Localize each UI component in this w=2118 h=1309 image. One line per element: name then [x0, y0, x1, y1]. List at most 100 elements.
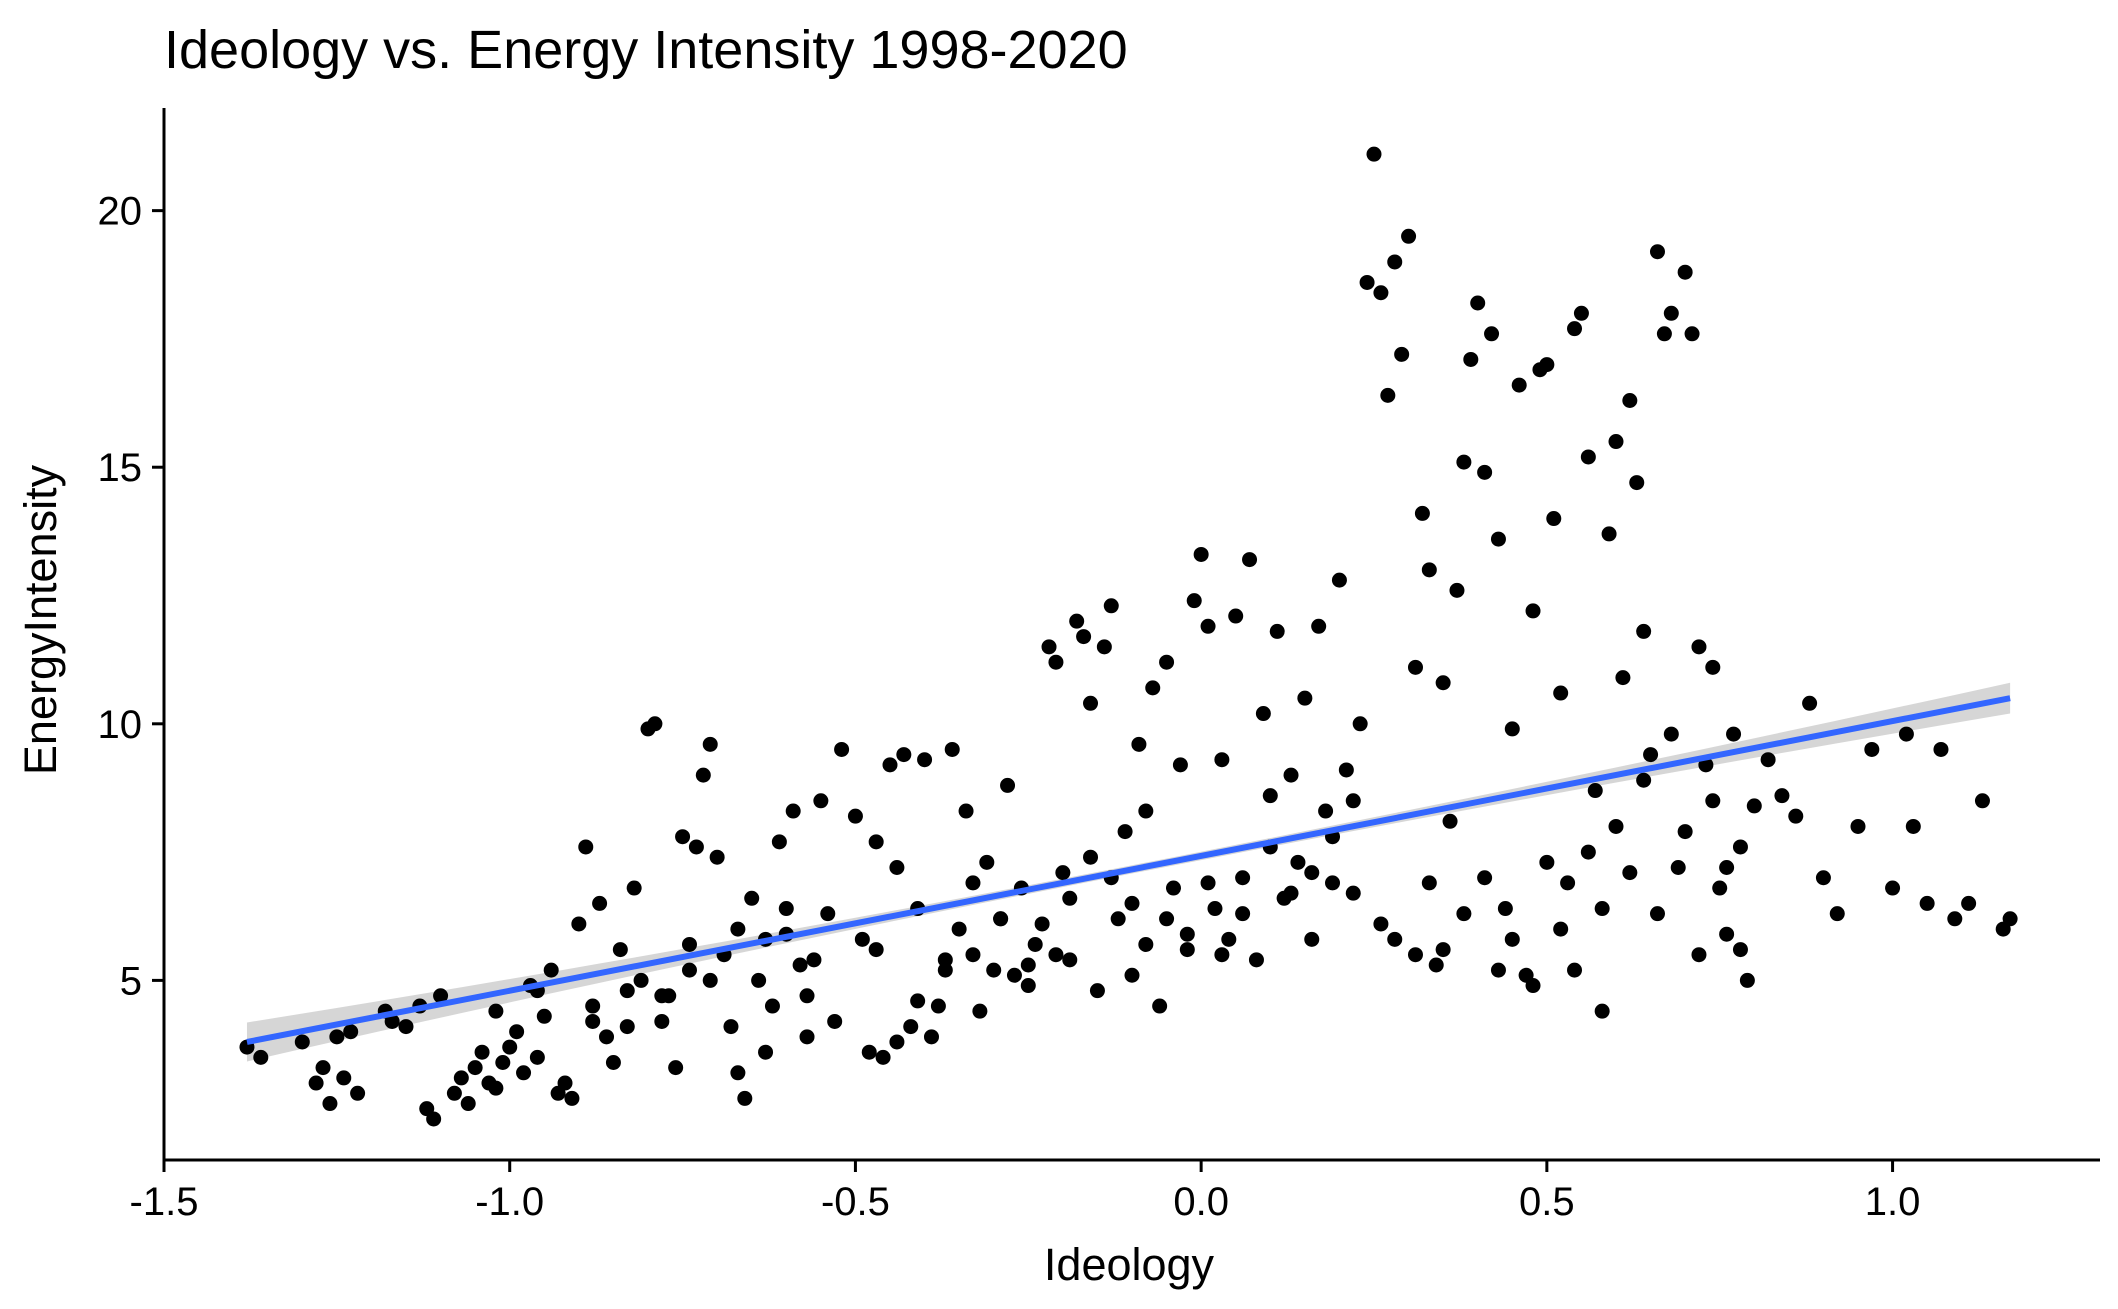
data-point	[433, 988, 449, 1004]
trend-line	[246, 695, 2011, 1045]
data-point	[1020, 957, 1036, 973]
data-point	[557, 1075, 573, 1091]
data-point	[1663, 726, 1679, 742]
data-point	[253, 1049, 269, 1065]
data-point	[605, 1054, 621, 1070]
data-point	[799, 1029, 815, 1045]
y-tick-label: 15	[98, 446, 143, 490]
data-point	[758, 1044, 774, 1060]
data-point	[1539, 357, 1555, 373]
data-point	[647, 716, 663, 732]
trend-line-layer	[246, 695, 2011, 1045]
data-point	[495, 1054, 511, 1070]
data-point	[446, 1085, 462, 1101]
data-point	[1470, 295, 1486, 311]
data-point	[1138, 936, 1154, 952]
data-point	[875, 1049, 891, 1065]
data-point	[1428, 957, 1444, 973]
data-point	[1283, 767, 1299, 783]
data-point	[896, 747, 912, 763]
data-point	[1248, 952, 1264, 968]
data-point	[1297, 690, 1313, 706]
data-point	[1719, 926, 1735, 942]
data-point	[1034, 916, 1050, 932]
data-point	[882, 757, 898, 773]
x-tick-label: 0.0	[1173, 1180, 1229, 1224]
data-point	[1345, 885, 1361, 901]
data-point	[426, 1111, 442, 1127]
data-point	[965, 947, 981, 963]
data-point	[1601, 526, 1617, 542]
data-point	[1193, 546, 1209, 562]
data-point	[633, 972, 649, 988]
data-point	[1283, 885, 1299, 901]
data-point	[993, 911, 1009, 927]
data-point	[1504, 721, 1520, 737]
data-point	[1255, 706, 1271, 722]
data-point	[294, 1034, 310, 1050]
data-point	[1366, 146, 1382, 162]
data-point	[1048, 654, 1064, 670]
data-point	[350, 1085, 366, 1101]
data-point	[1580, 844, 1596, 860]
data-point	[384, 1013, 400, 1029]
data-point	[1594, 1003, 1610, 1019]
data-point	[1373, 285, 1389, 301]
data-point	[1670, 859, 1686, 875]
data-point	[1449, 582, 1465, 598]
data-point	[889, 859, 905, 875]
data-point	[820, 906, 836, 922]
data-point	[1746, 798, 1762, 814]
data-point	[1885, 880, 1901, 896]
data-point	[937, 952, 953, 968]
data-point	[1677, 824, 1693, 840]
data-point	[536, 1008, 552, 1024]
data-point	[1325, 875, 1341, 891]
data-point	[343, 1024, 359, 1040]
data-point	[930, 998, 946, 1014]
data-point	[1974, 793, 1990, 809]
data-point	[744, 890, 760, 906]
data-point	[1165, 880, 1181, 896]
data-point	[1497, 901, 1513, 917]
data-point	[1608, 434, 1624, 450]
data-point	[585, 998, 601, 1014]
x-tick-label: 0.5	[1519, 1180, 1575, 1224]
axes-layer	[162, 108, 2100, 1162]
data-point	[737, 1090, 753, 1106]
data-point	[1200, 875, 1216, 891]
data-point	[1048, 947, 1064, 963]
chart-title: Ideology vs. Energy Intensity 1998-2020	[164, 20, 1128, 80]
data-point	[1553, 921, 1569, 937]
data-point	[1649, 244, 1665, 260]
data-point	[1705, 659, 1721, 675]
data-point	[730, 1065, 746, 1081]
data-point	[1864, 741, 1880, 757]
data-point	[619, 1019, 635, 1035]
data-point	[585, 1013, 601, 1029]
data-point	[1062, 890, 1078, 906]
data-point	[792, 957, 808, 973]
data-point	[1539, 854, 1555, 870]
data-point	[1553, 685, 1569, 701]
data-point	[681, 936, 697, 952]
data-point	[923, 1029, 939, 1045]
data-point	[861, 1044, 877, 1060]
data-point	[336, 1070, 352, 1086]
data-point	[688, 839, 704, 855]
data-point	[1421, 875, 1437, 891]
data-point	[1636, 623, 1652, 639]
data-point	[2002, 911, 2018, 927]
data-point	[1525, 603, 1541, 619]
data-point	[1580, 449, 1596, 465]
data-point	[1290, 854, 1306, 870]
data-point	[460, 1096, 476, 1112]
data-point	[1027, 936, 1043, 952]
data-point	[1407, 659, 1423, 675]
data-point	[488, 1080, 504, 1096]
data-point	[1739, 972, 1755, 988]
x-tick-label: -1.0	[475, 1180, 544, 1224]
data-point	[1214, 947, 1230, 963]
data-point	[771, 834, 787, 850]
